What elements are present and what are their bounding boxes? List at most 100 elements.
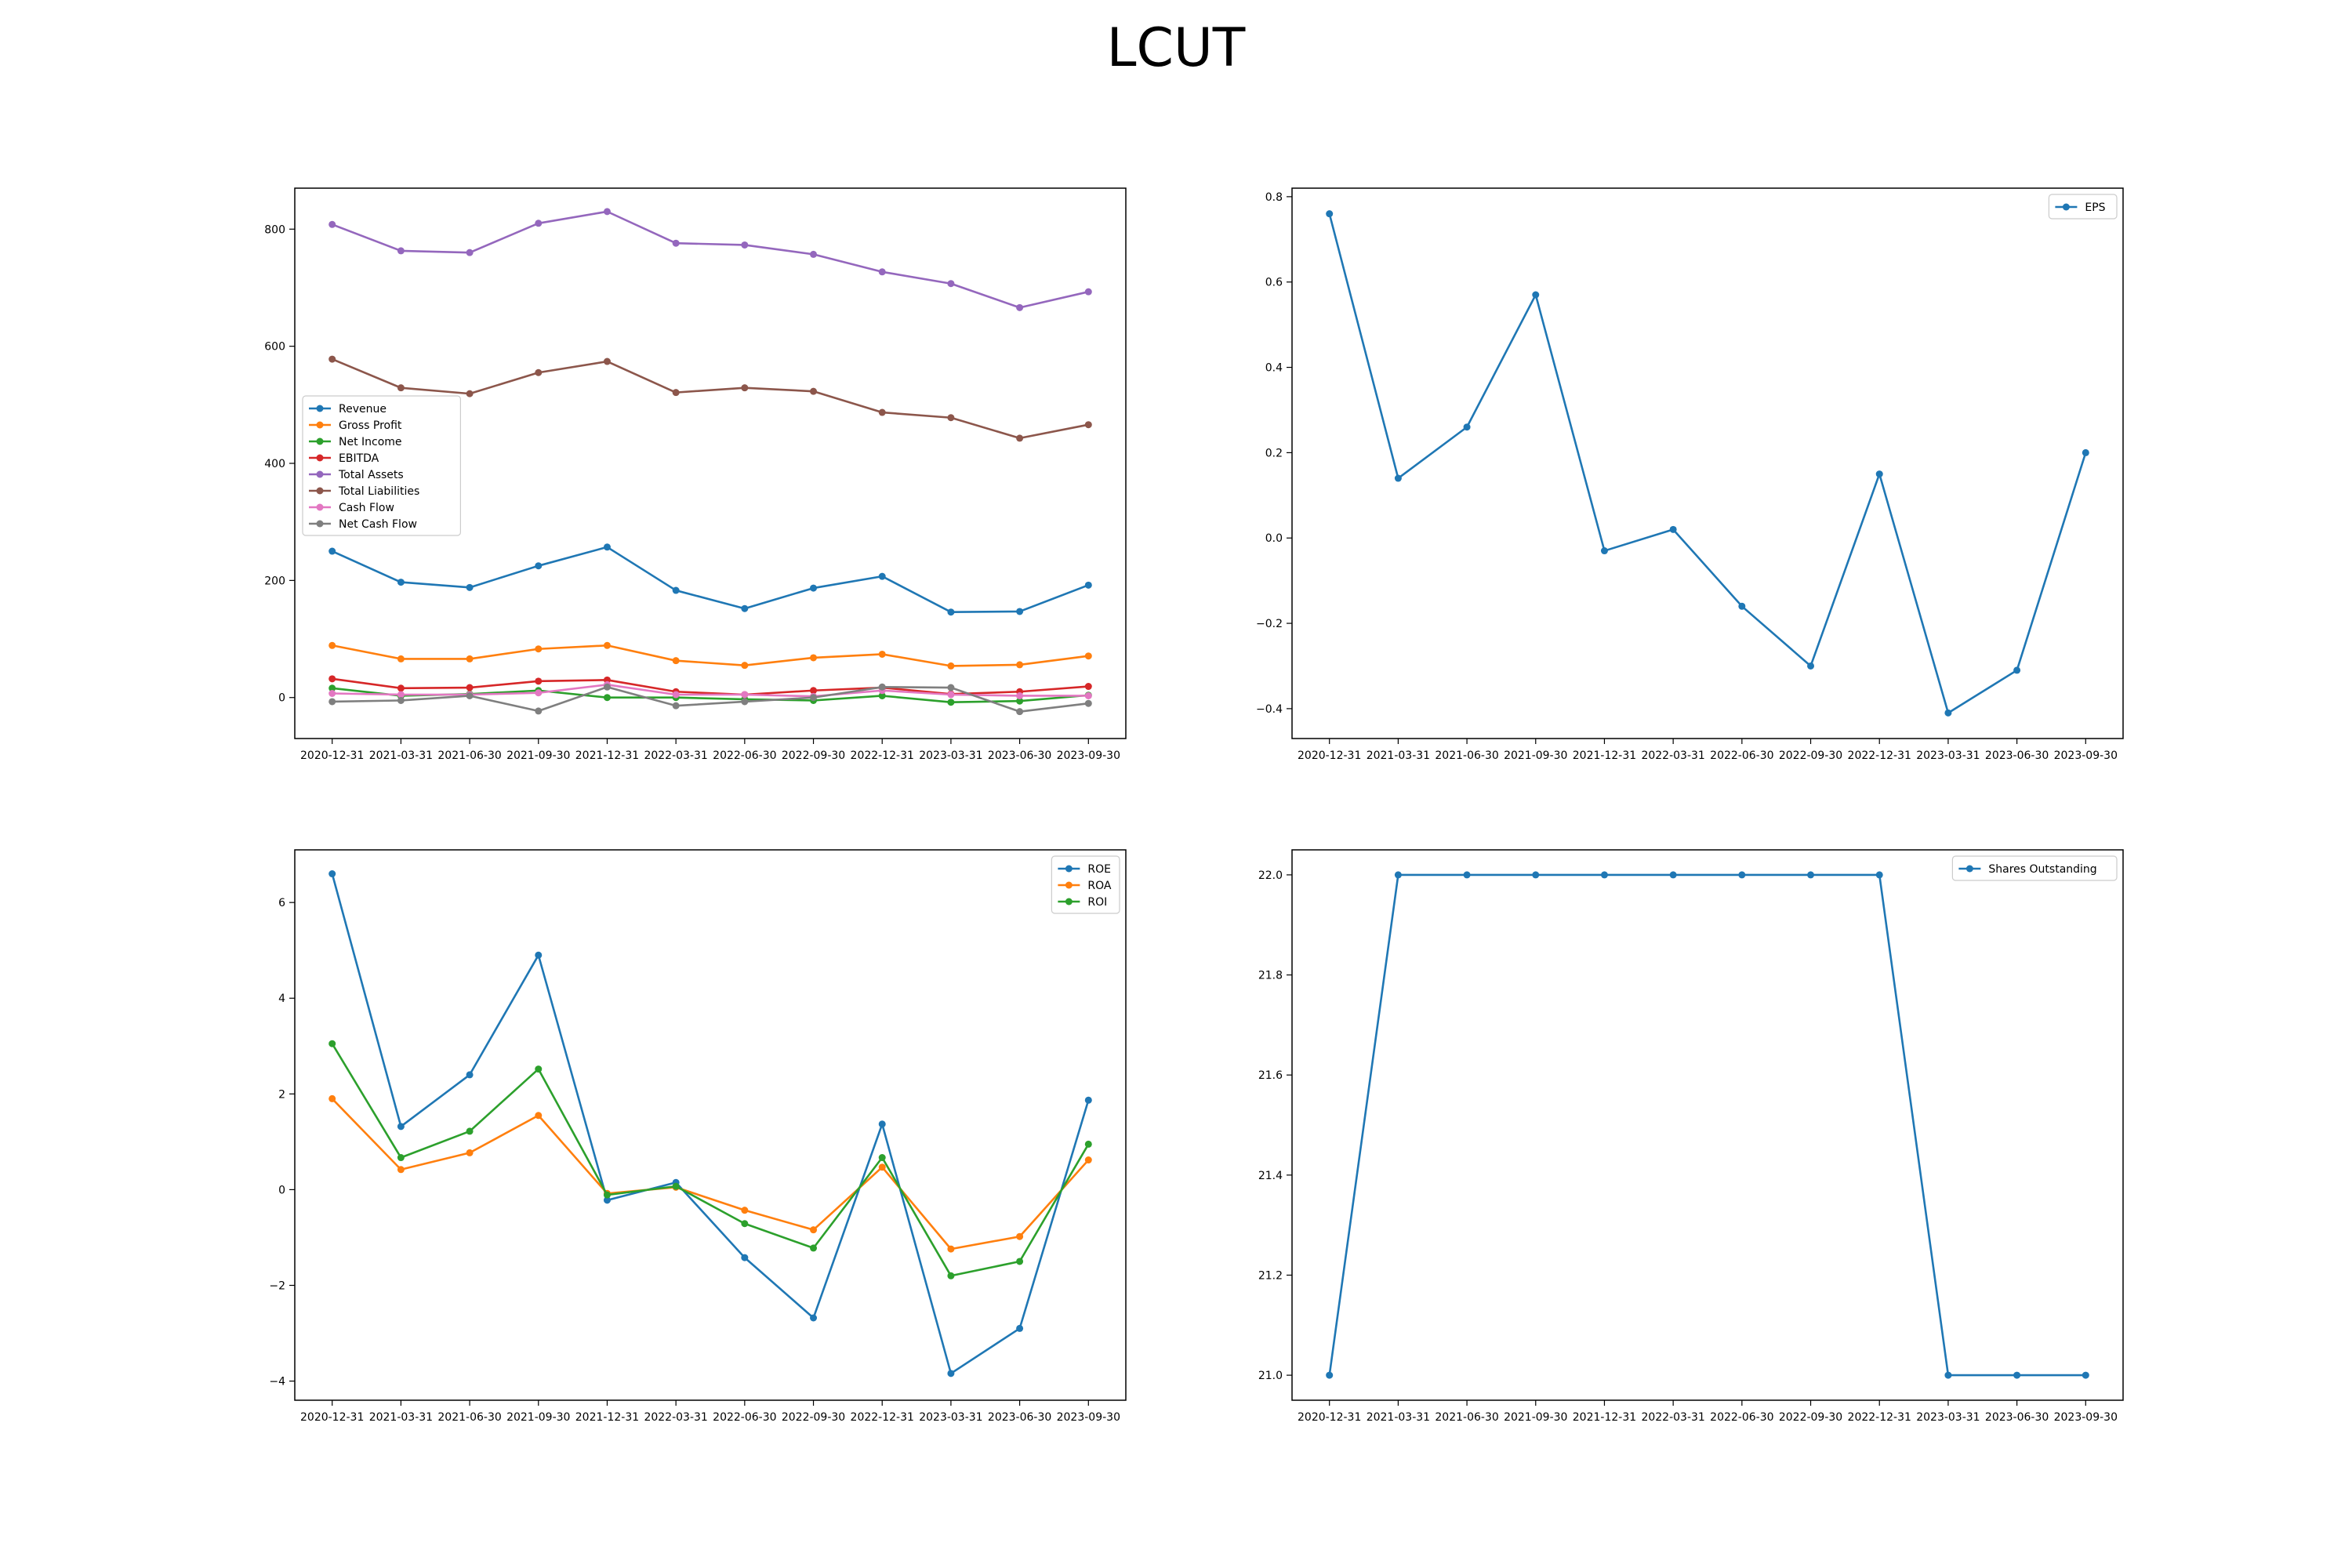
x-tick-label: 2023-09-30: [2054, 750, 2118, 762]
data-point: [741, 662, 749, 670]
data-point: [1532, 871, 1540, 879]
data-point: [2082, 448, 2089, 456]
data-point: [672, 702, 680, 710]
x-tick-label: 2021-12-31: [575, 750, 639, 762]
y-tick-label: 21.0: [1258, 1370, 1283, 1382]
data-point: [947, 662, 955, 670]
series-line-eps: [1328, 213, 2087, 714]
x-tick-label: 2022-06-30: [713, 750, 776, 762]
data-point: [878, 683, 886, 691]
data-point: [810, 250, 818, 258]
legend-label: Net Cash Flow: [339, 518, 417, 531]
x-tick-label: 2021-09-30: [506, 1411, 570, 1424]
data-point: [672, 389, 680, 397]
data-point: [1463, 871, 1471, 879]
series-line-net-cash-flow: [332, 685, 1089, 713]
x-tick-label: 2020-12-31: [1298, 1411, 1361, 1424]
data-point: [328, 684, 336, 692]
data-point: [810, 694, 818, 702]
chart-1: 2020-12-31 2021-03-31 2021-06-30 2021-09-30…: [264, 187, 1127, 762]
figure-title: LCUT: [1106, 17, 1246, 79]
data-point: [2082, 1371, 2089, 1379]
series-line-revenue: [332, 546, 1089, 613]
data-point: [1532, 291, 1540, 299]
series-line-total-liabilities: [332, 358, 1089, 440]
series-line-roa: [331, 1098, 1090, 1250]
legend-label: ROI: [1087, 896, 1107, 909]
x-tick-label: 2021-12-31: [1573, 1411, 1636, 1424]
x-tick-label: 2023-09-30: [2054, 1411, 2118, 1424]
data-point: [466, 655, 474, 662]
legend-marker: [1065, 881, 1073, 889]
x-tick-label: 2022-03-31: [1641, 750, 1704, 762]
data-point: [1016, 303, 1024, 311]
data-point: [810, 387, 818, 395]
data-point: [328, 220, 336, 228]
y-tick-label: −4: [269, 1376, 285, 1388]
data-point: [466, 583, 474, 591]
data-point: [535, 368, 543, 376]
data-point: [1669, 871, 1677, 879]
y-tick-label: −0.4: [1256, 703, 1283, 716]
x-tick-label: 2023-03-31: [919, 750, 982, 762]
data-point: [397, 1166, 405, 1174]
legend-marker: [2062, 203, 2070, 211]
data-point: [810, 1314, 818, 1322]
x-tick-label: 2021-06-30: [1435, 750, 1498, 762]
axes-frame: [1291, 849, 2124, 1401]
legend-label: Total Assets: [338, 469, 404, 481]
y-tick-label: 21.8: [1258, 970, 1283, 982]
data-point: [397, 1154, 405, 1162]
data-point: [535, 645, 543, 653]
axes-frame: [294, 849, 1127, 1401]
legend-marker: [316, 454, 324, 462]
x-tick-label: 2021-03-31: [1367, 1411, 1430, 1424]
data-point: [1084, 1156, 1092, 1164]
data-point: [1016, 434, 1024, 442]
data-point: [1738, 871, 1746, 879]
data-point: [741, 241, 749, 249]
data-point: [328, 675, 336, 683]
y-tick-label: 0: [278, 692, 285, 705]
data-point: [947, 608, 955, 616]
data-point: [328, 1094, 336, 1102]
legend-label: Net Income: [339, 436, 402, 448]
data-point: [947, 1370, 955, 1377]
data-point: [1084, 699, 1092, 707]
series-line-roe: [331, 873, 1090, 1375]
data-point: [397, 684, 405, 692]
data-point: [878, 1163, 886, 1171]
data-point: [328, 870, 336, 878]
x-tick-label: 2022-03-31: [644, 750, 707, 762]
x-tick-label: 2021-03-31: [369, 1411, 433, 1424]
data-point: [397, 655, 405, 662]
data-point: [466, 691, 474, 699]
x-tick-label: 2022-06-30: [1710, 1411, 1773, 1424]
legend-label: Gross Profit: [339, 419, 402, 432]
y-tick-label: 6: [278, 897, 285, 909]
legend-label: EPS: [2085, 201, 2105, 214]
y-tick-label: 21.4: [1258, 1170, 1283, 1182]
legend-marker: [316, 520, 324, 528]
data-point: [397, 384, 405, 392]
data-point: [741, 384, 749, 392]
series-line-gross-profit: [332, 644, 1089, 667]
chart-4: 2020-12-31 2021-03-31 2021-06-30 2021-09-30…: [1258, 849, 2124, 1424]
data-point: [397, 696, 405, 704]
x-tick-label: 2023-06-30: [988, 1411, 1051, 1424]
data-point: [603, 1196, 611, 1204]
data-point: [810, 1226, 818, 1234]
legend-label: Shares Outstanding: [1988, 863, 2096, 876]
y-tick-label: 0.2: [1265, 447, 1283, 459]
data-point: [397, 247, 405, 255]
data-point: [741, 691, 749, 699]
data-point: [741, 1207, 749, 1214]
data-point: [672, 586, 680, 594]
data-point: [672, 691, 680, 699]
data-point: [328, 641, 336, 649]
legend: ROE ROA ROI: [1051, 855, 1120, 914]
legend-marker: [316, 437, 324, 445]
data-point: [947, 1245, 955, 1253]
x-tick-label: 2022-09-30: [782, 1411, 845, 1424]
y-tick-label: 400: [264, 458, 285, 470]
